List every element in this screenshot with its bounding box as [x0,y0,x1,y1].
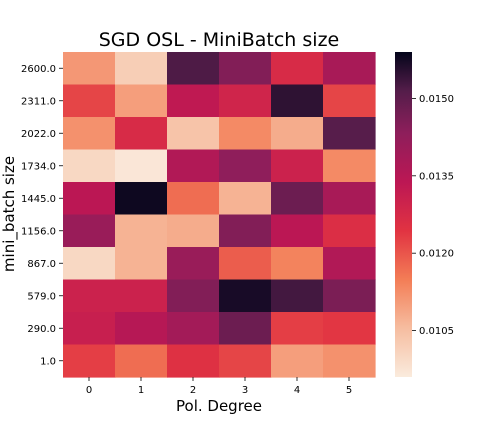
heatmap-cell [63,149,116,183]
heatmap-cell [63,279,116,313]
heatmap-cell [167,312,220,346]
heatmap-cell [323,344,376,378]
y-axis-label: mini_batch size [0,156,19,272]
y-tick-label: 1445.0 [21,194,56,205]
colorbar-tick-label: 0.0120 [419,249,454,260]
colorbar-tick-label: 0.0135 [419,171,454,182]
y-tick-label: 290.0 [27,324,56,335]
heatmap-cell [115,84,168,118]
heatmap-cell [115,52,168,86]
heatmap-cell [219,182,272,216]
heatmap-cell [63,344,116,378]
x-tick-label: 4 [294,385,300,396]
heatmap-cell [271,149,324,183]
colorbar-tick-label: 0.0150 [419,94,454,105]
x-tick-label: 2 [190,385,196,396]
heatmap-cell [115,312,168,346]
colorbar-scale [395,52,412,377]
heatmap-cell [167,117,220,151]
y-tick-label: 1.0 [40,356,56,367]
heatmap-cell [271,344,324,378]
heatmap-cell [271,52,324,86]
heatmap-cell [115,279,168,313]
heatmap-cell [115,149,168,183]
y-axis-ticks: 2600.0 2311.0 2022.0 1734.0 1445.0 1156.0 867.… [21,64,63,367]
heatmap-cell [219,344,272,378]
heatmap-cell [323,117,376,151]
heatmap-cell [219,247,272,281]
heatmap-cell [167,279,220,313]
heatmap-cell [63,214,116,248]
heatmap-cell [323,214,376,248]
heatmap-cell [271,214,324,248]
x-tick-label: 1 [138,385,144,396]
x-tick-label: 0 [86,385,92,396]
heatmap-cell [167,344,220,378]
heatmap-cell [271,84,324,118]
heatmap-cell [167,84,220,118]
colorbar: 0.0105 0.0120 0.0135 0.0150 [395,52,454,377]
heatmap-cell [219,117,272,151]
heatmap-cell [323,279,376,313]
heatmap-cell [115,344,168,378]
heatmap-cell [167,52,220,86]
y-tick-label: 867.0 [27,259,56,270]
heatmap-cell [323,149,376,183]
heatmap-cell [167,247,220,281]
heatmap-cell [115,182,168,216]
chart-title: SGD OSL - MiniBatch size [99,29,339,51]
y-tick-label: 2311.0 [21,96,56,107]
heatmap-cell [63,312,116,346]
y-tick-label: 2022.0 [21,129,56,140]
heatmap-cell [219,149,272,183]
heatmap-cell [271,117,324,151]
heatmap-cell [323,312,376,346]
heatmap-cell [167,214,220,248]
x-tick-label: 5 [346,385,352,396]
heatmap-cell [219,214,272,248]
heatmap-cell [323,182,376,216]
heatmap-cell [167,149,220,183]
y-tick-label: 2600.0 [21,64,56,75]
heatmap-cell [115,247,168,281]
x-axis-ticks: 0 1 2 3 4 5 [86,377,352,396]
heatmap-cell [63,117,116,151]
colorbar-tick-label: 0.0105 [419,326,454,337]
heatmap-cell [115,214,168,248]
heatmap-cell [219,312,272,346]
y-tick-label: 579.0 [27,291,56,302]
heatmap-cell [115,117,168,151]
heatmap-cell [63,182,116,216]
heatmap-cells [63,52,376,378]
y-tick-label: 1156.0 [21,226,56,237]
heatmap-cell [323,52,376,86]
heatmap-cell [271,312,324,346]
x-tick-label: 3 [242,385,248,396]
y-tick-label: 1734.0 [21,161,56,172]
heatmap-cell [63,84,116,118]
heatmap-cell [63,247,116,281]
heatmap-cell [219,84,272,118]
heatmap-cell [271,279,324,313]
heatmap-cell [271,247,324,281]
heatmap-cell [271,182,324,216]
x-axis-label: Pol. Degree [176,397,262,415]
heatmap-cell [63,52,116,86]
heatmap-cell [167,182,220,216]
heatmap-cell [323,247,376,281]
heatmap-cell [323,84,376,118]
heatmap-cell [219,52,272,86]
colorbar-ticks: 0.0105 0.0120 0.0135 0.0150 [412,94,454,337]
heatmap-cell [219,279,272,313]
